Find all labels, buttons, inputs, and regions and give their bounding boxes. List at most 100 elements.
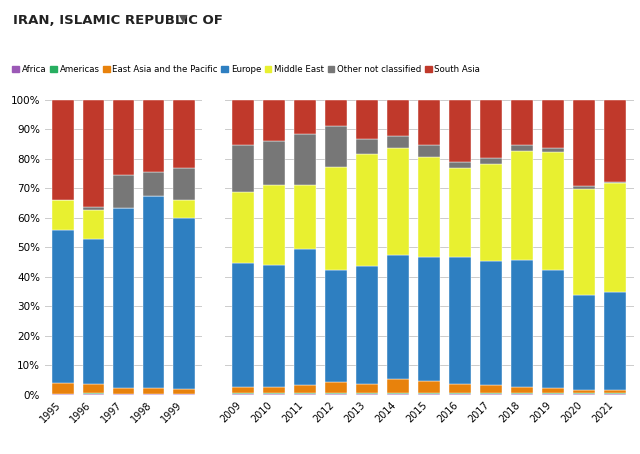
Bar: [573, 189, 595, 295]
Bar: [573, 186, 595, 189]
Bar: [356, 153, 378, 266]
Bar: [449, 394, 471, 395]
Bar: [173, 389, 195, 394]
Bar: [232, 387, 254, 393]
Bar: [480, 164, 502, 262]
Bar: [604, 182, 626, 183]
Bar: [83, 100, 104, 207]
Bar: [264, 100, 285, 140]
Bar: [83, 239, 104, 384]
Bar: [480, 158, 502, 164]
Bar: [511, 394, 533, 395]
Bar: [143, 196, 164, 388]
Bar: [480, 100, 502, 158]
Bar: [511, 151, 533, 260]
Bar: [511, 100, 533, 145]
Bar: [356, 139, 378, 153]
Bar: [113, 100, 134, 175]
Bar: [387, 379, 409, 393]
Bar: [264, 394, 285, 395]
Bar: [143, 172, 164, 196]
Bar: [264, 265, 285, 387]
Bar: [356, 393, 378, 394]
Bar: [294, 250, 316, 385]
Bar: [232, 263, 254, 387]
Bar: [232, 192, 254, 263]
Bar: [387, 394, 409, 395]
Bar: [480, 393, 502, 394]
Bar: [542, 388, 564, 393]
Text: IRAN, ISLAMIC REPUBLIC OF: IRAN, ISLAMIC REPUBLIC OF: [13, 14, 223, 27]
Bar: [604, 292, 626, 390]
Bar: [113, 388, 134, 394]
Bar: [232, 100, 254, 145]
Bar: [387, 255, 409, 379]
Bar: [419, 257, 440, 381]
Bar: [83, 210, 104, 239]
Bar: [52, 100, 74, 200]
Bar: [573, 295, 595, 390]
Bar: [143, 394, 164, 395]
Bar: [387, 393, 409, 394]
Bar: [449, 163, 471, 168]
Bar: [419, 381, 440, 393]
Bar: [480, 262, 502, 385]
Bar: [173, 200, 195, 218]
Bar: [264, 185, 285, 265]
Bar: [294, 134, 316, 185]
Bar: [542, 152, 564, 270]
Bar: [143, 388, 164, 394]
Bar: [604, 100, 626, 182]
Bar: [325, 167, 347, 270]
Bar: [356, 100, 378, 139]
Bar: [419, 145, 440, 157]
Bar: [264, 393, 285, 394]
Bar: [83, 384, 104, 393]
Bar: [113, 207, 134, 388]
Bar: [542, 393, 564, 394]
Bar: [511, 387, 533, 393]
Bar: [542, 394, 564, 395]
Bar: [449, 393, 471, 394]
Bar: [573, 393, 595, 394]
Bar: [573, 390, 595, 393]
Bar: [52, 394, 74, 395]
Bar: [449, 384, 471, 393]
Bar: [604, 390, 626, 393]
Bar: [294, 385, 316, 393]
Bar: [480, 385, 502, 393]
Bar: [325, 126, 347, 167]
Bar: [325, 270, 347, 382]
Bar: [264, 387, 285, 393]
Bar: [387, 100, 409, 136]
Bar: [173, 218, 195, 389]
Bar: [52, 230, 74, 383]
Bar: [511, 145, 533, 151]
Bar: [449, 168, 471, 257]
Bar: [173, 394, 195, 395]
Bar: [52, 200, 74, 230]
Bar: [325, 382, 347, 393]
Bar: [294, 394, 316, 395]
Bar: [232, 394, 254, 395]
Bar: [419, 100, 440, 145]
Bar: [232, 145, 254, 192]
Bar: [573, 394, 595, 395]
Bar: [264, 140, 285, 185]
Bar: [356, 384, 378, 393]
Bar: [511, 393, 533, 394]
Bar: [294, 185, 316, 250]
Bar: [294, 100, 316, 134]
Bar: [356, 266, 378, 384]
Bar: [294, 393, 316, 394]
Bar: [325, 100, 347, 126]
Bar: [449, 100, 471, 163]
Bar: [511, 260, 533, 387]
Bar: [113, 394, 134, 395]
Text: ▼: ▼: [179, 14, 188, 24]
Bar: [604, 394, 626, 395]
Bar: [173, 100, 195, 168]
Bar: [173, 168, 195, 200]
Bar: [325, 393, 347, 394]
Bar: [83, 207, 104, 210]
